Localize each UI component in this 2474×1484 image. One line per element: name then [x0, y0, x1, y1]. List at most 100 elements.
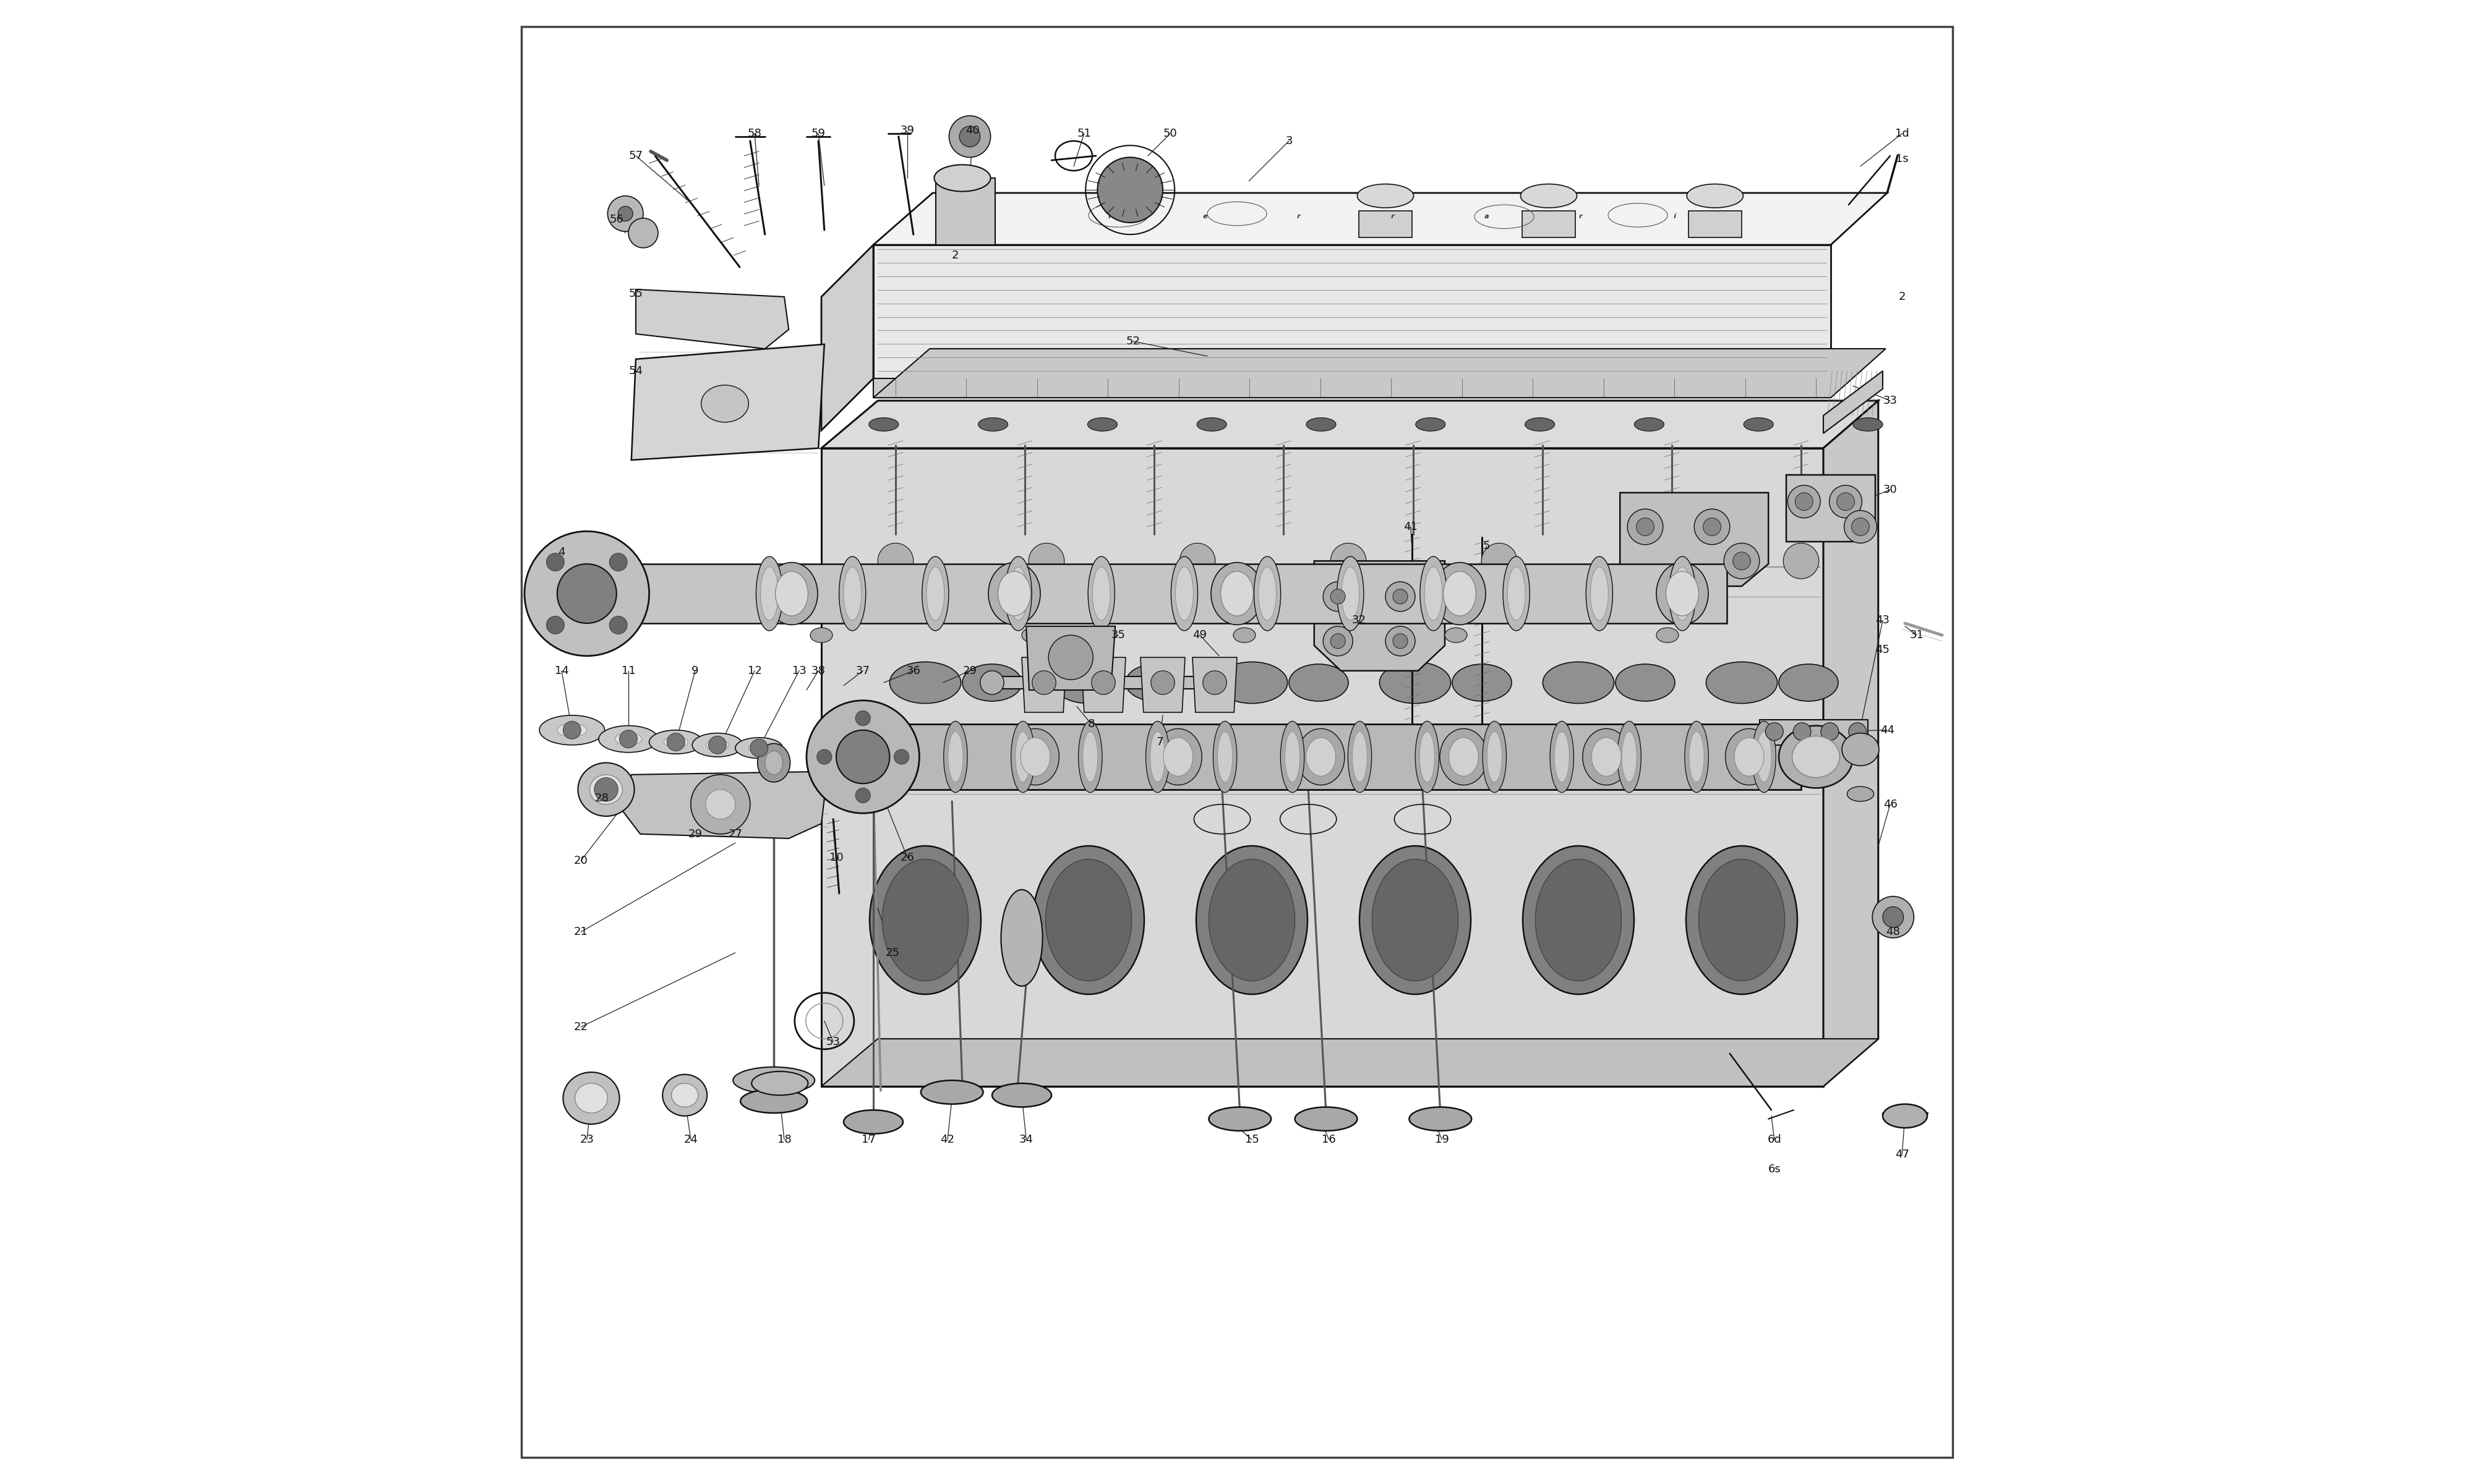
Text: 10: 10 — [829, 852, 844, 864]
Text: 58: 58 — [747, 128, 762, 139]
Circle shape — [878, 543, 913, 579]
Ellipse shape — [1734, 738, 1764, 776]
Polygon shape — [636, 289, 789, 349]
Ellipse shape — [1410, 1107, 1472, 1131]
Text: 30: 30 — [1883, 484, 1898, 496]
Circle shape — [1635, 518, 1655, 536]
Text: 18: 18 — [777, 1134, 792, 1146]
Ellipse shape — [1853, 418, 1883, 430]
Circle shape — [1702, 518, 1722, 536]
Text: 38: 38 — [811, 665, 826, 677]
Ellipse shape — [1670, 556, 1695, 631]
Ellipse shape — [871, 846, 980, 994]
Ellipse shape — [1658, 628, 1677, 643]
Circle shape — [750, 739, 767, 757]
Ellipse shape — [774, 571, 809, 616]
Ellipse shape — [1294, 1107, 1358, 1131]
Text: 43: 43 — [1875, 614, 1890, 626]
Text: 33: 33 — [1883, 395, 1898, 407]
Ellipse shape — [1094, 567, 1111, 620]
Ellipse shape — [1435, 562, 1484, 625]
Circle shape — [807, 700, 920, 813]
Ellipse shape — [1175, 567, 1192, 620]
Ellipse shape — [948, 732, 962, 782]
Ellipse shape — [1685, 721, 1710, 792]
Ellipse shape — [1420, 732, 1435, 782]
Circle shape — [1393, 634, 1408, 649]
Circle shape — [1385, 582, 1415, 611]
Circle shape — [1150, 671, 1175, 695]
Circle shape — [1331, 589, 1346, 604]
Text: 8: 8 — [1089, 718, 1096, 730]
Text: 1s: 1s — [1895, 153, 1907, 165]
Circle shape — [730, 310, 757, 337]
Ellipse shape — [1690, 732, 1705, 782]
Ellipse shape — [1210, 1107, 1272, 1131]
Ellipse shape — [1687, 184, 1744, 208]
Ellipse shape — [992, 1083, 1051, 1107]
Ellipse shape — [1687, 846, 1796, 994]
Ellipse shape — [1341, 567, 1358, 620]
Ellipse shape — [732, 1067, 814, 1094]
Ellipse shape — [700, 384, 750, 421]
Ellipse shape — [1358, 184, 1413, 208]
Circle shape — [1385, 626, 1415, 656]
Text: 55: 55 — [628, 288, 643, 300]
Text: 5: 5 — [1482, 540, 1489, 552]
Circle shape — [856, 788, 871, 803]
Ellipse shape — [1635, 418, 1665, 430]
Ellipse shape — [564, 1071, 618, 1125]
Circle shape — [547, 616, 564, 634]
Circle shape — [1843, 510, 1878, 543]
Ellipse shape — [1380, 662, 1450, 703]
Ellipse shape — [1544, 662, 1613, 703]
Text: 26: 26 — [901, 852, 915, 864]
Polygon shape — [621, 772, 824, 838]
Ellipse shape — [923, 556, 948, 631]
Polygon shape — [1192, 657, 1237, 712]
Ellipse shape — [1353, 732, 1368, 782]
Ellipse shape — [1034, 846, 1143, 994]
Ellipse shape — [844, 1110, 903, 1134]
Text: 36: 36 — [905, 665, 920, 677]
Text: 15: 15 — [1244, 1134, 1259, 1146]
Ellipse shape — [760, 567, 779, 620]
Ellipse shape — [752, 1071, 809, 1095]
Circle shape — [618, 730, 638, 748]
Ellipse shape — [663, 736, 688, 748]
Ellipse shape — [757, 556, 782, 631]
Text: 2: 2 — [1898, 291, 1905, 303]
Text: 6d: 6d — [1766, 1134, 1781, 1146]
Text: 39: 39 — [901, 125, 915, 137]
Text: 9: 9 — [693, 665, 698, 677]
Ellipse shape — [935, 165, 990, 191]
Ellipse shape — [1210, 671, 1235, 695]
Polygon shape — [873, 378, 1831, 398]
Ellipse shape — [990, 562, 1039, 625]
Circle shape — [856, 711, 871, 726]
Ellipse shape — [1361, 846, 1470, 994]
Circle shape — [1821, 723, 1838, 741]
Circle shape — [1324, 626, 1353, 656]
Circle shape — [705, 789, 735, 819]
Ellipse shape — [811, 628, 831, 643]
Ellipse shape — [943, 721, 967, 792]
Ellipse shape — [1536, 859, 1620, 981]
Text: a: a — [1484, 214, 1489, 220]
Ellipse shape — [693, 733, 742, 757]
Ellipse shape — [1672, 567, 1692, 620]
Text: 49: 49 — [1192, 629, 1207, 641]
Ellipse shape — [574, 1083, 609, 1113]
Polygon shape — [821, 401, 1878, 448]
Ellipse shape — [1212, 562, 1264, 625]
Ellipse shape — [1054, 662, 1123, 703]
Text: 29: 29 — [962, 665, 977, 677]
Text: i: i — [1672, 214, 1677, 220]
Text: 35: 35 — [1111, 629, 1126, 641]
Ellipse shape — [1336, 556, 1363, 631]
Text: 47: 47 — [1895, 1149, 1910, 1160]
Ellipse shape — [757, 743, 789, 782]
Polygon shape — [873, 245, 1831, 378]
Text: 19: 19 — [1435, 1134, 1450, 1146]
Circle shape — [557, 564, 616, 623]
